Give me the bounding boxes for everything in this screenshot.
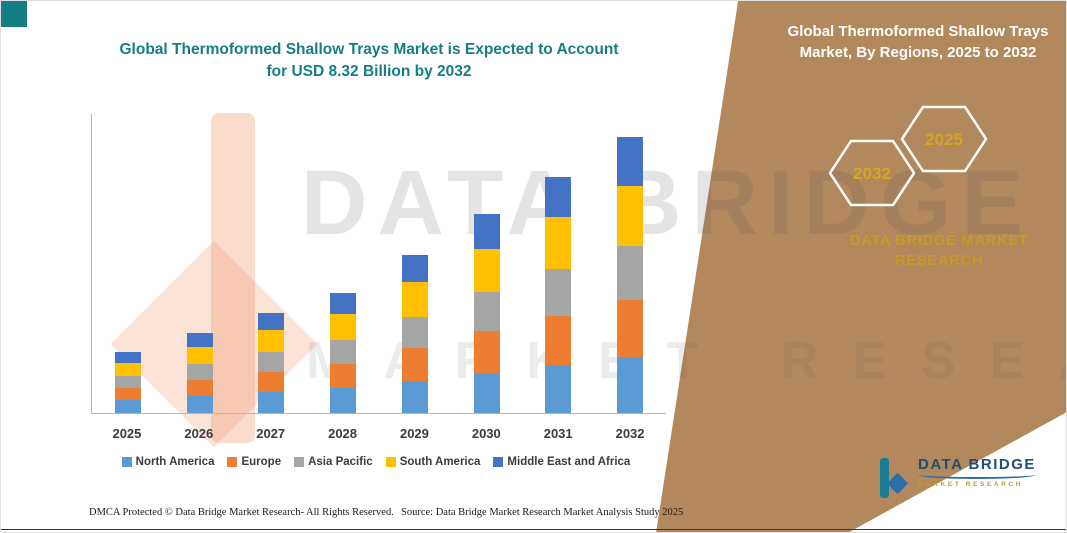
legend-swatch	[294, 457, 305, 467]
bar-2032	[617, 136, 644, 413]
bar-segment	[545, 217, 572, 269]
bar-segment	[617, 357, 644, 413]
hexagon-2032-label: 2032	[853, 164, 891, 183]
legend-label: Europe	[241, 456, 282, 468]
hexagon-2032	[828, 139, 916, 207]
legend-item: Europe	[227, 456, 281, 468]
bar-segment	[258, 313, 285, 331]
bar-segment	[473, 372, 500, 413]
x-axis-label: 2027	[256, 426, 286, 441]
x-axis-label: 2031	[543, 426, 573, 441]
logo-texts: DATA BRIDGE MARKET RESEARCH	[918, 456, 1036, 488]
bar-segment	[401, 316, 428, 348]
brand-b-watermark	[110, 113, 351, 453]
bar-segment	[545, 315, 572, 365]
bar-segment	[617, 136, 644, 186]
bar-segment	[258, 371, 285, 393]
legend-label: South America	[399, 456, 481, 468]
bar-2027	[258, 313, 285, 413]
bottom-rule	[1, 528, 1066, 530]
legend-item: Asia Pacific	[294, 456, 373, 468]
bar-segment	[401, 282, 428, 317]
hexagon-2025	[900, 105, 988, 173]
corner-accent-square	[1, 1, 27, 27]
legend-item: North America	[121, 456, 215, 468]
bar-segment	[330, 363, 357, 389]
logo-swoosh	[918, 474, 1036, 479]
bar-segment	[258, 330, 285, 353]
x-axis-label: 2028	[328, 426, 358, 441]
bar-segment	[401, 255, 428, 283]
plot-area	[91, 114, 666, 414]
panel-brand-text: DATA BRIDGE MARKET RESEARCH	[849, 232, 1029, 270]
legend-swatch	[493, 457, 504, 467]
legend-item: South America	[385, 456, 481, 468]
chart-title: Global Thermoformed Shallow Trays Market…	[119, 41, 619, 81]
legend-label: North America	[135, 456, 215, 468]
brand-b-bar	[211, 113, 255, 443]
legend: North America Europe Asia Pacific South Ame…	[61, 456, 691, 468]
bar-segment	[258, 392, 285, 413]
bar-segment	[330, 313, 357, 340]
bar-segment	[114, 362, 141, 376]
bar-segment	[401, 380, 428, 413]
legend-item: Middle East and Africa	[493, 456, 630, 468]
x-axis-label: 2030	[471, 426, 501, 441]
dmca-text: DMCA Protected © Data Bridge Market Rese…	[89, 507, 394, 518]
bar-segment	[545, 268, 572, 316]
x-axis-label: 2025	[112, 426, 142, 441]
bar-segment	[617, 245, 644, 301]
bar-segment	[473, 214, 500, 249]
bar-segment	[473, 331, 500, 373]
bar-segment	[258, 352, 285, 372]
legend-swatch	[121, 457, 132, 467]
hexagon-2025-label: 2025	[925, 130, 963, 149]
databridge-logo-icon	[880, 458, 909, 498]
legend-label: Asia Pacific	[308, 456, 373, 468]
bar-2026	[186, 333, 213, 413]
bar-2030	[473, 214, 500, 413]
bar-segment	[545, 364, 572, 413]
bar-segment	[114, 352, 141, 363]
bar-segment	[545, 176, 572, 218]
x-axis-labels: 2025 2026 2027 2028 2029 2030 2031 2032	[91, 426, 666, 441]
source-text: Source: Data Bridge Market Research Mark…	[401, 507, 684, 518]
bar-segment	[401, 347, 428, 381]
panel-title: Global Thermoformed Shallow Trays Market…	[787, 23, 1049, 61]
bar-segment	[186, 379, 213, 397]
logo-text: DATA BRIDGE	[918, 456, 1036, 473]
legend-swatch	[227, 457, 238, 467]
bar-segment	[330, 293, 357, 314]
databridge-logo: DATA BRIDGE MARKET RESEARCH	[877, 456, 1036, 502]
bar-segment	[617, 300, 644, 358]
legend-swatch	[385, 457, 396, 467]
legend-label: Middle East and Africa	[507, 456, 631, 468]
bar-segment	[186, 333, 213, 347]
bar-segment	[473, 292, 500, 332]
x-axis-label: 2026	[184, 426, 214, 441]
x-axis-label: 2032	[615, 426, 645, 441]
bar-segment	[330, 388, 357, 413]
bar-segment	[617, 185, 644, 246]
bar-2031	[545, 176, 572, 413]
bar-segment	[114, 375, 141, 388]
bar-2025	[114, 352, 141, 413]
bar-2029	[401, 255, 428, 413]
bar-segment	[186, 364, 213, 380]
x-axis-label: 2029	[399, 426, 429, 441]
hexagon-badges: 2032 2025	[828, 105, 988, 207]
bar-segment	[186, 396, 213, 413]
bar-segment	[114, 400, 141, 413]
logo-subtext: MARKET RESEARCH	[918, 481, 1024, 488]
bar-segment	[330, 339, 357, 364]
bar-2028	[330, 293, 357, 413]
bar-segment	[186, 346, 213, 365]
bar-segment	[473, 248, 500, 293]
bar-segment	[114, 387, 141, 401]
